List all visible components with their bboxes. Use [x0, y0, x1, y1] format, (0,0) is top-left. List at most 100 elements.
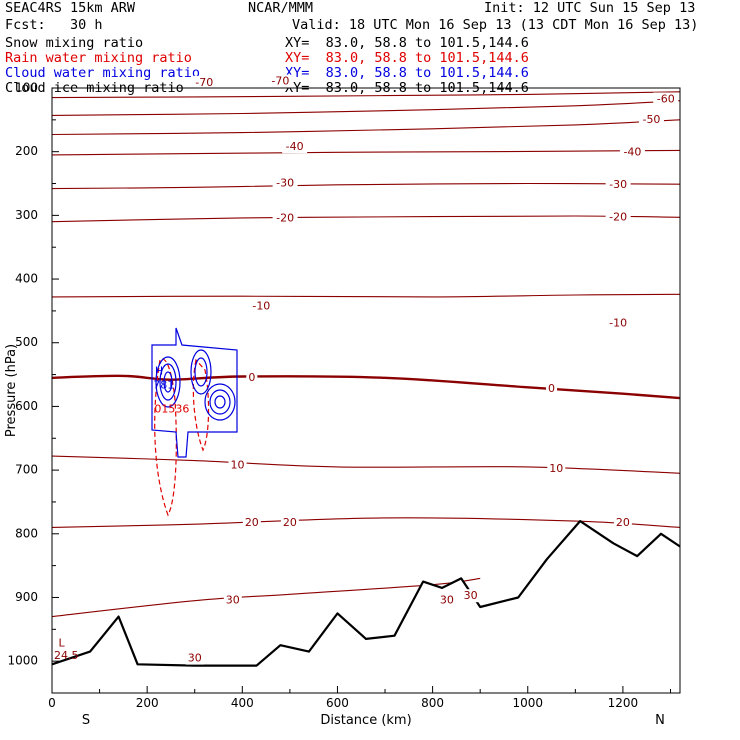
field-xy-cloud-water: XY= 83.0, 58.8 to 101.5,144.6: [285, 65, 529, 81]
contour-label-bg-4: [282, 140, 308, 154]
isotherm-minus70: [51, 91, 681, 99]
contour-label-22: 30: [464, 589, 478, 602]
contour-label-bg-0: [191, 75, 217, 89]
temperature-contours: [51, 91, 681, 618]
contour-labels: -70 -70 -60 -50 -40 -40 -30 -30 -20 -20 -10 -10 0 0 10…: [185, 74, 679, 665]
init-time: Init: 12 UTC Sun 15 Sep 13: [484, 0, 696, 16]
field-xy-rain: XY= 83.0, 58.8 to 101.5,144.6: [285, 50, 529, 66]
contour-label-bg-20: [185, 651, 204, 665]
model-title: SEAC4RS 15km ARW: [5, 0, 136, 16]
x-tick-label-600: 600: [326, 696, 349, 710]
contour-label-3: -50: [642, 113, 660, 126]
isotherm-minus40: [51, 149, 681, 156]
contour-label-bg-22: [461, 589, 480, 603]
contour-label-2: -60: [657, 92, 675, 105]
y-tick-label-100: 100: [15, 81, 38, 95]
contour-label-bg-16: [242, 515, 261, 529]
contour-label-bg-19: [223, 593, 242, 607]
y-tick-label-200: 200: [15, 144, 38, 158]
contour-label-4: -40: [286, 140, 304, 153]
isotherm-0: [51, 374, 681, 400]
contour-label-bg-12: [246, 370, 258, 384]
contour-label-20: 30: [188, 652, 202, 665]
annotation-4: 01536: [154, 403, 189, 416]
y-tick-label-800: 800: [15, 526, 38, 540]
contour-label-7: -30: [609, 178, 627, 191]
contour-label-bg-9: [605, 210, 631, 224]
isotherm-minus50: [51, 119, 681, 136]
contour-label-14: 10: [231, 459, 245, 472]
contour-label-bg-3: [638, 112, 664, 126]
contour-label-bg-8: [272, 211, 298, 225]
contour-label-bg-14: [228, 458, 247, 472]
annotation-2: L: [58, 636, 65, 649]
contour-label-bg-2: [653, 92, 679, 106]
annotation-3: 24.5: [54, 649, 79, 662]
isotherm-10: [51, 455, 681, 474]
contour-label-16: 20: [245, 516, 259, 529]
x-tick-label-800: 800: [421, 696, 444, 710]
terrain: [51, 519, 681, 693]
field-name-cloud-water: Cloud water mixing ratio: [5, 65, 201, 81]
contour-label-bg-7: [605, 177, 631, 191]
contour-label-13: 0: [548, 382, 555, 395]
isotherm-minus30: [51, 182, 681, 190]
contour-label-12: 0: [248, 371, 255, 384]
cloud-water-contour: [151, 327, 238, 458]
terrain-line: [51, 519, 681, 667]
contour-label-17: 20: [283, 516, 297, 529]
isotherm-minus20: [51, 215, 681, 223]
isotherm-20: [51, 517, 681, 528]
north-end-label: N: [655, 713, 665, 728]
x-tick-label-200: 200: [136, 696, 159, 710]
field-name-rain: Rain water mixing ratio: [5, 50, 192, 66]
contour-label-bg-21: [437, 593, 456, 607]
contour-label-bg-13: [546, 382, 558, 396]
contour-label-bg-1: [267, 74, 293, 88]
contour-label-bg-5: [619, 145, 645, 159]
isotherm-30: [51, 577, 481, 618]
isotherm-minus60: [51, 100, 681, 116]
annotation-1: 781: [153, 378, 174, 391]
contour-label-19: 30: [226, 594, 240, 607]
contour-label-bg-10: [248, 299, 274, 313]
contour-label-18: 20: [616, 516, 630, 529]
contour-label-bg-18: [613, 515, 632, 529]
y-tick-label-900: 900: [15, 590, 38, 604]
contour-label-9: -20: [609, 210, 627, 223]
x-tick-label-1000: 1000: [512, 696, 543, 710]
y-tick-label-300: 300: [15, 208, 38, 222]
contour-label-6: -30: [276, 177, 294, 190]
contour-label-11: -10: [609, 317, 627, 330]
x-axis-label: Distance (km): [320, 713, 411, 728]
org-label: NCAR/MMM: [248, 0, 314, 16]
contour-label-8: -20: [276, 212, 294, 225]
x-tick-label-0: 0: [48, 696, 56, 710]
annotation-0: H: [155, 364, 163, 377]
x-tick-label-1200: 1200: [608, 696, 639, 710]
field-xy-snow: XY= 83.0, 58.8 to 101.5,144.6: [285, 35, 529, 51]
contour-label-0: -70: [195, 76, 213, 89]
field-name-snow: Snow mixing ratio: [5, 35, 144, 51]
forecast-hour: Fcst: 30 h: [5, 17, 103, 33]
y-tick-label-1000: 1000: [7, 654, 38, 668]
plot-frame: [51, 87, 681, 694]
y-tick-label-500: 500: [15, 335, 38, 349]
y-tick-label-700: 700: [15, 463, 38, 477]
contour-label-5: -40: [623, 145, 641, 158]
isotherm-minus10: [51, 293, 681, 298]
contour-label-10: -10: [252, 299, 270, 312]
y-tick-label-600: 600: [15, 399, 38, 413]
contour-label-bg-17: [280, 515, 299, 529]
contour-label-1: -70: [271, 75, 289, 88]
y-axis-label: Pressure (hPa): [4, 344, 19, 437]
contour-label-21: 30: [440, 594, 454, 607]
contour-label-bg-6: [272, 176, 298, 190]
x-tick-label-400: 400: [231, 696, 254, 710]
contour-label-bg-11: [605, 316, 631, 330]
valid-time: Valid: 18 UTC Mon 16 Sep 13 (13 CDT Mon …: [292, 17, 699, 33]
contour-label-bg-15: [547, 461, 566, 475]
